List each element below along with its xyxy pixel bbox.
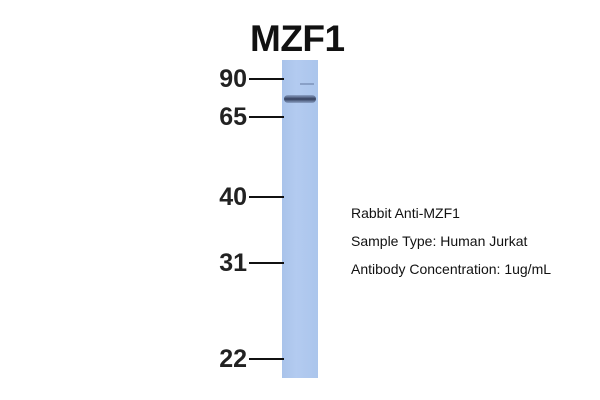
marker-label: 31 [219,249,247,277]
marker-tick [249,78,284,80]
marker-label: 40 [219,183,247,211]
marker-31: 31 [205,249,285,277]
antibody-text: Rabbit Anti-MZF1 [351,205,460,221]
marker-tick [249,358,284,360]
blot-lane [282,60,318,378]
marker-40: 40 [205,183,285,211]
blot-title: MZF1 [250,18,345,59]
marker-label: 65 [219,103,247,131]
faint-band [300,83,314,85]
concentration-text: Antibody Concentration: 1ug/mL [351,261,552,277]
marker-tick [249,196,284,198]
marker-label: 90 [219,65,247,93]
sample-type-text: Sample Type: Human Jurkat [351,233,528,249]
marker-label: 22 [219,345,247,373]
marker-65: 65 [205,103,285,131]
marker-tick [249,116,284,118]
marker-22: 22 [205,345,285,373]
protein-band [284,95,316,103]
marker-tick [249,262,284,264]
marker-90: 90 [205,65,285,93]
